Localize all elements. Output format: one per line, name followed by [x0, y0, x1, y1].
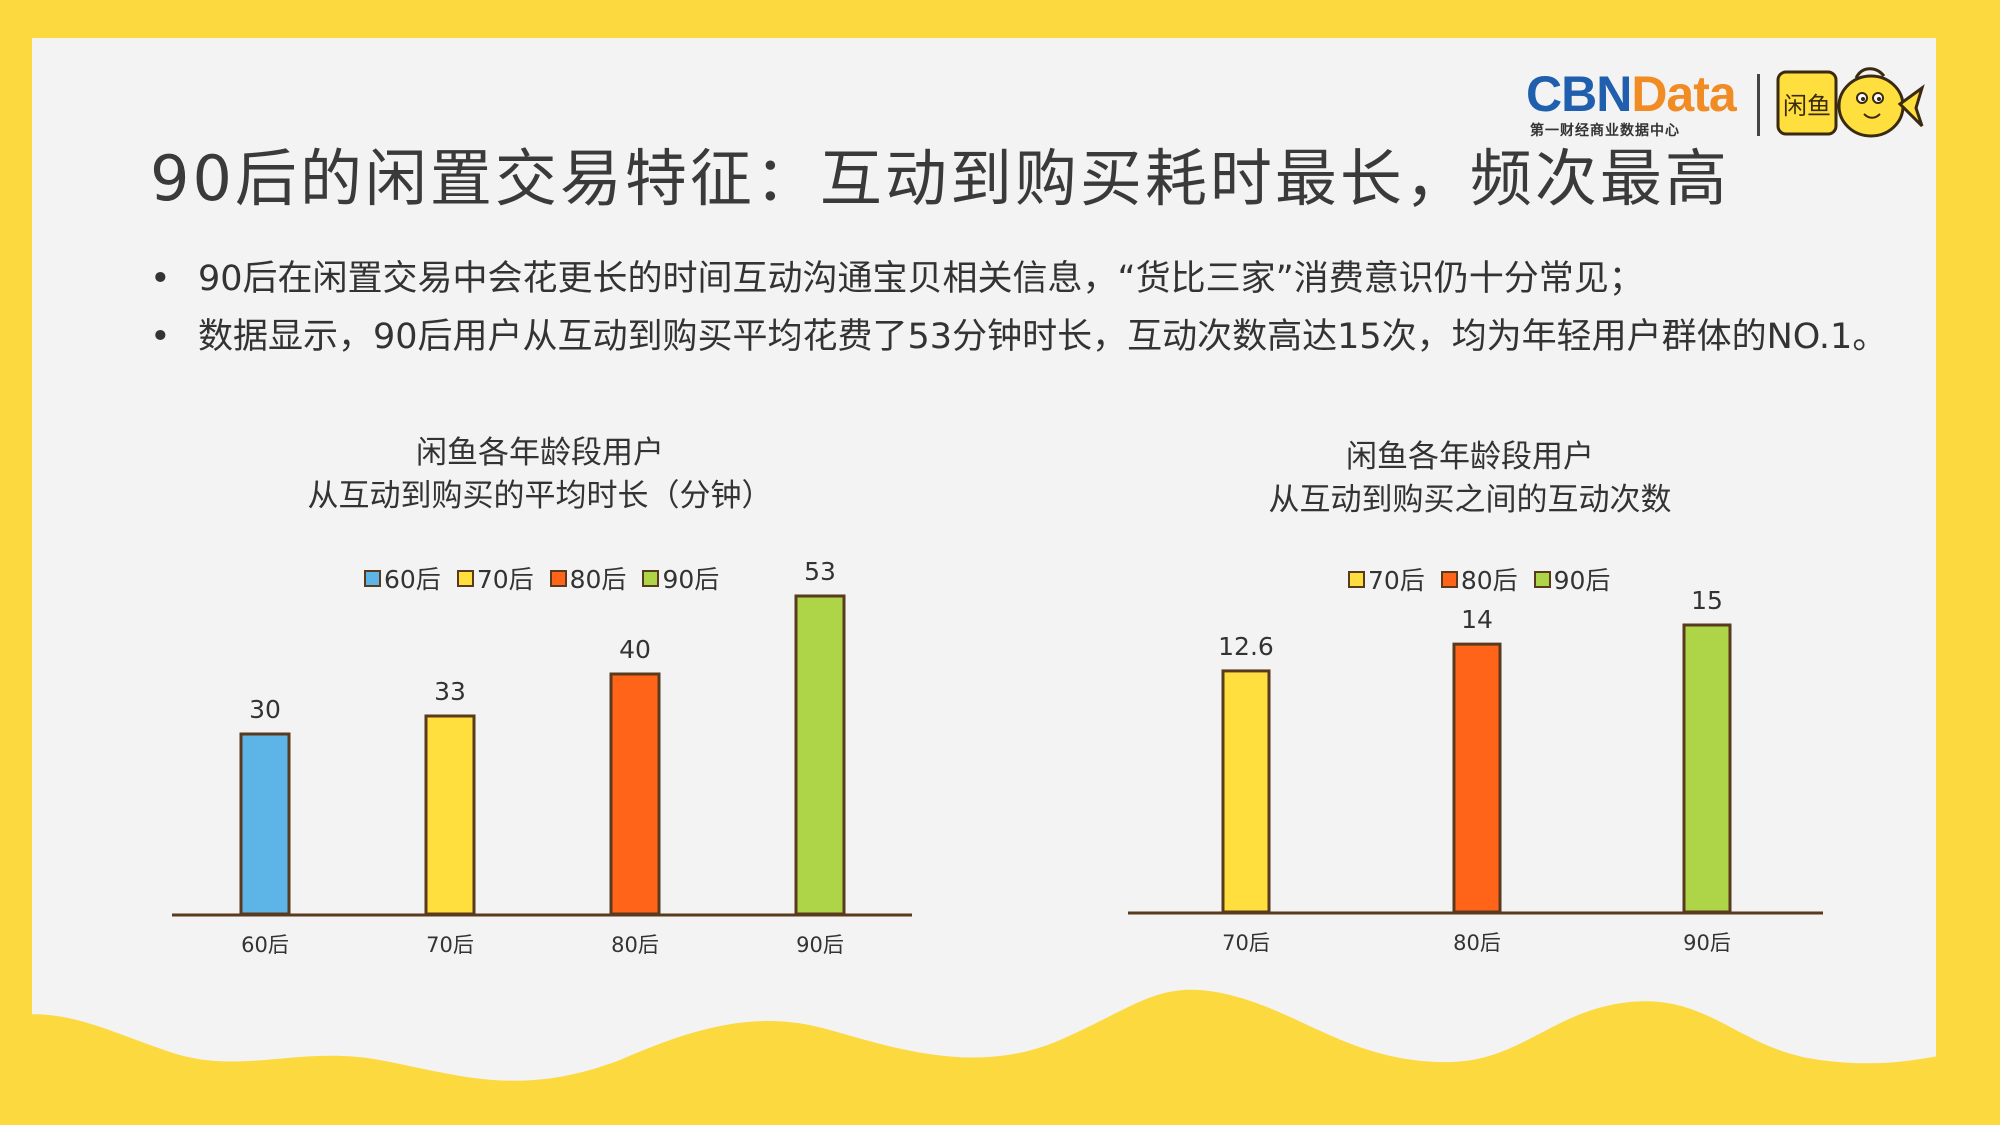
x-tick-label: 80后 — [1453, 931, 1501, 955]
legend-swatch — [642, 569, 660, 587]
legend-label: 80后 — [569, 565, 627, 594]
legend-swatch — [364, 569, 381, 587]
chart-1-title-line-2: 从互动到购买的平均时长（分钟） — [307, 478, 773, 514]
legend-label: 90后 — [1553, 566, 1611, 595]
data-label: 14 — [1461, 605, 1493, 634]
chart-1-title-line-1: 闲鱼各年龄段用户 — [416, 435, 664, 471]
bar-70后 — [1221, 669, 1271, 914]
legend-swatch — [549, 569, 567, 587]
chart-1-title: 闲鱼各年龄段用户 从互动到购买的平均时长（分钟） — [260, 432, 820, 518]
data-label: 15 — [1691, 586, 1723, 615]
chart-2-title: 闲鱼各年龄段用户 从互动到购买之间的互动次数 — [1190, 436, 1750, 522]
bar-90后 — [794, 594, 846, 916]
legend-label: 70后 — [476, 565, 534, 594]
data-label: 40 — [619, 635, 651, 664]
legend-label: 70后 — [1368, 566, 1425, 595]
bullet-marker: • — [150, 317, 171, 357]
data-label: 30 — [249, 695, 281, 724]
x-tick-label: 60后 — [241, 933, 289, 957]
x-tick-label: 90后 — [1683, 931, 1731, 955]
legend-label: 80后 — [1460, 566, 1518, 595]
data-label: 12.6 — [1218, 632, 1274, 661]
xianyu-fish-icon: 闲鱼 — [1776, 67, 1925, 138]
data-label: 33 — [434, 677, 466, 706]
chart-1-legend: 60后 70后 80后 90后 — [364, 560, 735, 596]
legend-swatch — [1533, 570, 1551, 588]
bar-90后 — [1682, 623, 1732, 914]
legend-item: 90后 — [642, 560, 719, 596]
chart-2-title-line-1: 闲鱼各年龄段用户 — [1346, 439, 1594, 475]
x-tick-label: 90后 — [796, 933, 844, 957]
bullet-text: 数据显示，90后用户从互动到购买平均花费了53分钟时长，互动次数高达15次，均为… — [198, 317, 1888, 357]
page-title: 90后的闲置交易特征：互动到购买耗时最长，频次最高 — [150, 142, 1730, 215]
legend-swatch — [456, 569, 474, 587]
legend-item: 80后 — [1440, 561, 1518, 597]
logo-area: CBNData 第一财经商业数据中心 闲鱼 — [1520, 64, 1940, 144]
chart-2-legend: 70后 80后 90后 — [1348, 561, 1626, 597]
data-label: 53 — [804, 557, 836, 586]
legend-item: 60后 — [364, 560, 441, 596]
legend-swatch — [1440, 570, 1458, 588]
bullet-text: 90后在闲置交易中会花更长的时间互动沟通宝贝相关信息，“货比三家”消费意识仍十分… — [198, 259, 1644, 299]
cbndata-logo: CBNData — [1526, 66, 1737, 122]
bullet-marker: • — [150, 259, 171, 299]
x-tick-label: 70后 — [1222, 931, 1270, 955]
legend-item: 90后 — [1533, 561, 1611, 597]
legend-item: 70后 — [1348, 561, 1425, 597]
xianyu-logo-text: 闲鱼 — [1783, 92, 1831, 120]
bar-80后 — [1452, 642, 1502, 914]
chart-2-title-line-2: 从互动到购买之间的互动次数 — [1268, 482, 1672, 518]
x-tick-label: 80后 — [611, 933, 659, 957]
bar-80后 — [609, 672, 661, 916]
legend-label: 60后 — [384, 565, 441, 594]
x-tick-label: 70后 — [426, 933, 474, 957]
logo-divider — [1757, 74, 1760, 136]
cbndata-tagline: 第一财经商业数据中心 — [1530, 123, 1680, 139]
legend-item: 70后 — [456, 560, 534, 596]
bar-60后 — [239, 732, 291, 916]
legend-swatch — [1348, 570, 1365, 588]
slide-panel — [32, 38, 1936, 1125]
legend-item: 80后 — [549, 560, 627, 596]
legend-label: 90后 — [662, 565, 720, 594]
